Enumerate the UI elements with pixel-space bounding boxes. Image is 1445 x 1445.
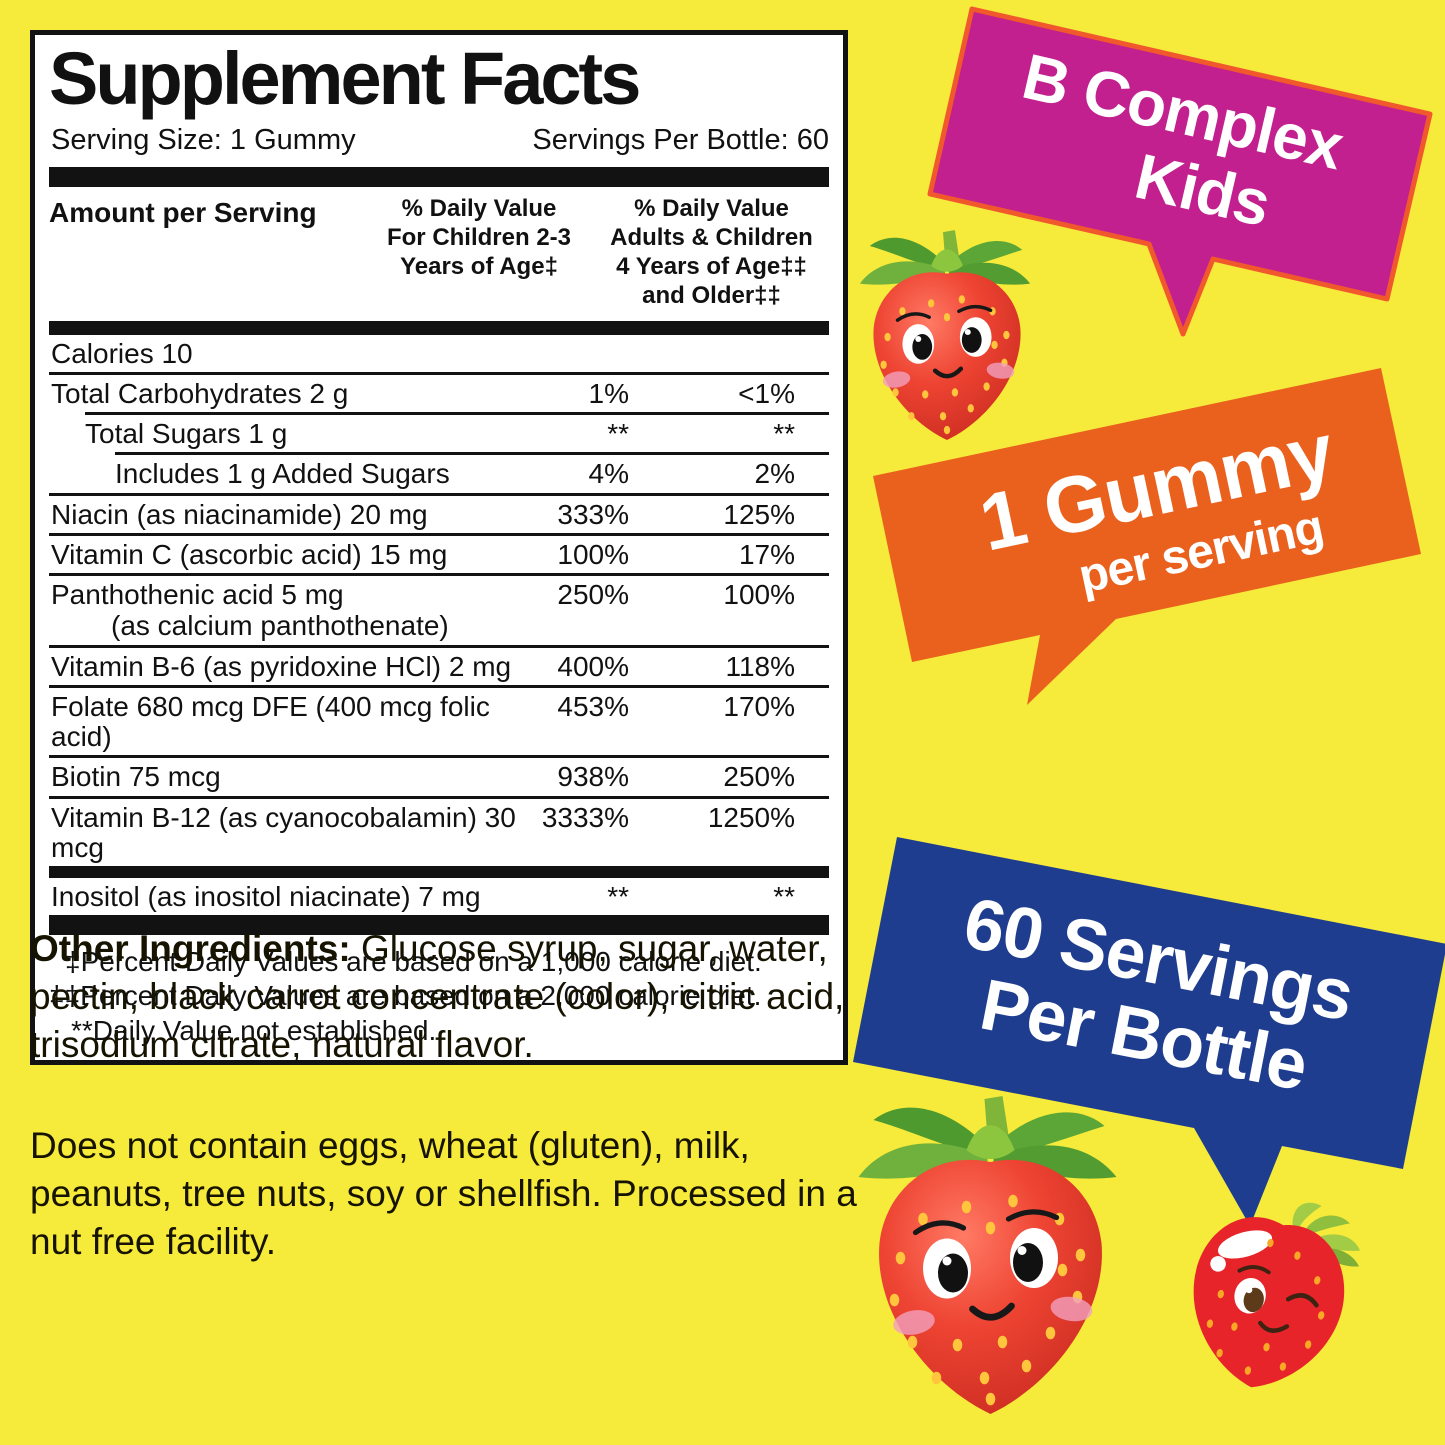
other-ingredients-lead: Other Ingredients: [30, 928, 351, 969]
row-divider [49, 795, 829, 799]
dv-children-value: ** [607, 881, 629, 913]
nutrient-name: Total Sugars 1 g [85, 418, 288, 450]
nutrient-name: Includes 1 g Added Sugars [115, 458, 450, 490]
supplement-facts-title: Supplement Facts [49, 37, 641, 120]
dv-children-value: 400% [557, 650, 629, 682]
column-header-dv-children: % Daily Value For Children 2-3 Years of … [386, 195, 572, 281]
dv-children-value: 250% [557, 579, 629, 611]
serving-info-row: Serving Size: 1 Gummy Servings Per Bottl… [51, 124, 829, 157]
table-row: Vitamin B-12 (as cyanocobalamin) 30 mcg … [49, 799, 829, 866]
nutrient-name: Calories 10 [51, 337, 193, 369]
nutrient-name: Total Carbohydrates 2 g [51, 377, 349, 409]
badge-serving-bubble: 1 Gummy per serving [862, 365, 1445, 725]
dv-adults-value: ** [773, 418, 795, 450]
table-row: Niacin (as niacinamide) 20 mg 333% 125% [49, 496, 829, 533]
dv-adults-value: 100% [723, 579, 795, 611]
dv-adults-value: 170% [723, 690, 795, 722]
nutrient-name: Folate 680 mcg DFE (400 mcg folic acid) [51, 690, 490, 753]
dv-children-value: 4% [588, 458, 629, 490]
column-header-amount: Amount per Serving [49, 197, 317, 229]
other-ingredients-paragraph: Other Ingredients: Glucose syrup, sugar,… [30, 925, 875, 1069]
table-header-row: Amount per Serving % Daily Value For Chi… [49, 187, 829, 320]
footnote: ‡‡Percent Daily Values are based on a 2,… [49, 980, 762, 1012]
nutrient-name-subline: (as calcium panthothenate) [111, 610, 449, 642]
footnotes: ‡Percent Daily Values are based on a 1,0… [49, 945, 829, 1047]
row-divider [49, 573, 829, 577]
dv-children-value: 100% [557, 538, 629, 570]
table-row: Inositol (as inositol niacinate) 7 mg **… [49, 878, 829, 915]
nutrient-name: Vitamin B-6 (as pyridoxine HCl) 2 mg [51, 650, 512, 682]
table-row: Includes 1 g Added Sugars 4% 2% [49, 455, 829, 492]
divider-bar [49, 320, 829, 335]
row-divider [49, 492, 829, 496]
dv-children-value: 938% [557, 761, 629, 793]
row-divider [49, 755, 829, 759]
strawberry-character-top [848, 226, 1046, 454]
footnote: **Daily Value not established. [71, 1014, 437, 1046]
divider-bar [49, 915, 829, 936]
row-divider [115, 452, 829, 456]
dv-adults-value [629, 339, 829, 369]
dv-children-value [517, 339, 629, 369]
nutrient-name: Panthothenic acid 5 mg [51, 579, 344, 611]
strawberry-character-wink [1142, 1175, 1396, 1427]
dv-children-value: 333% [557, 498, 629, 530]
speech-bubble-pink: B Complex Kids [927, 6, 1433, 337]
divider-bar [49, 866, 829, 879]
table-row: Vitamin C (ascorbic acid) 15 mg 100% 17% [49, 536, 829, 573]
dv-adults-value: 250% [723, 761, 795, 793]
dv-adults-value: 125% [723, 498, 795, 530]
allergen-statement: Does not contain eggs, wheat (gluten), m… [30, 1125, 857, 1263]
divider-bar [49, 167, 829, 188]
nutrient-name: Inositol (as inositol niacinate) 7 mg [51, 881, 481, 913]
row-divider [49, 371, 829, 375]
dv-adults-value: <1% [738, 377, 795, 409]
nutrient-name: Vitamin B-12 (as cyanocobalamin) 30 mcg [51, 801, 516, 863]
dv-adults-value: 1250% [707, 801, 795, 833]
table-row: Biotin 75 mcg 938% 250% [49, 758, 829, 795]
serving-size: Serving Size: 1 Gummy [51, 124, 356, 157]
nutrient-name: Vitamin C (ascorbic acid) 15 mg [51, 538, 448, 570]
row-divider [85, 412, 829, 416]
speech-bubble-blue: 60 Servings Per Bottle [853, 837, 1445, 1226]
nutrient-name: Biotin 75 mcg [51, 761, 221, 793]
row-divider [49, 684, 829, 688]
table-row: Total Carbohydrates 2 g 1% <1% [49, 375, 829, 412]
badge-product-name-bubble: B Complex Kids [915, 0, 1440, 345]
servings-per-bottle: Servings Per Bottle: 60 [532, 124, 829, 157]
nutrient-name: Niacin (as niacinamide) 20 mg [51, 498, 428, 530]
dv-children-value: 453% [557, 690, 629, 722]
footnote: ‡Percent Daily Values are based on a 1,0… [65, 946, 762, 978]
dv-adults-value: 118% [725, 650, 795, 682]
dv-adults-value: ** [773, 881, 795, 913]
table-row: Total Sugars 1 g ** ** [49, 415, 829, 452]
table-row: Panthothenic acid 5 mg (as calcium panth… [49, 576, 829, 645]
nutrient-table: Calories 10 Total Carbohydrates 2 g 1% <… [49, 335, 829, 936]
strawberry-character-bottom [833, 1090, 1148, 1435]
table-row: Folate 680 mcg DFE (400 mcg folic acid) … [49, 688, 829, 755]
row-divider [49, 644, 829, 648]
other-ingredients-text: Glucose syrup, sugar, water, pectin, bla… [30, 928, 845, 1066]
dv-children-value: 3333% [541, 801, 629, 833]
dv-adults-value: 2% [754, 458, 795, 490]
row-divider [49, 532, 829, 536]
supplement-facts-panel: Supplement Facts Serving Size: 1 Gummy S… [30, 30, 848, 1065]
dv-children-value: ** [607, 418, 629, 450]
table-row: Calories 10 [49, 335, 829, 372]
table-row: Vitamin B-6 (as pyridoxine HCl) 2 mg 400… [49, 648, 829, 685]
badge-bottle-bubble: 60 Servings Per Bottle [850, 828, 1445, 1233]
speech-bubble-orange: 1 Gummy per serving [873, 368, 1421, 705]
dv-children-value: 1% [588, 377, 629, 409]
column-header-dv-adults: % Daily Value Adults & Children 4 Years … [610, 195, 813, 309]
dv-adults-value: 17% [738, 538, 795, 570]
